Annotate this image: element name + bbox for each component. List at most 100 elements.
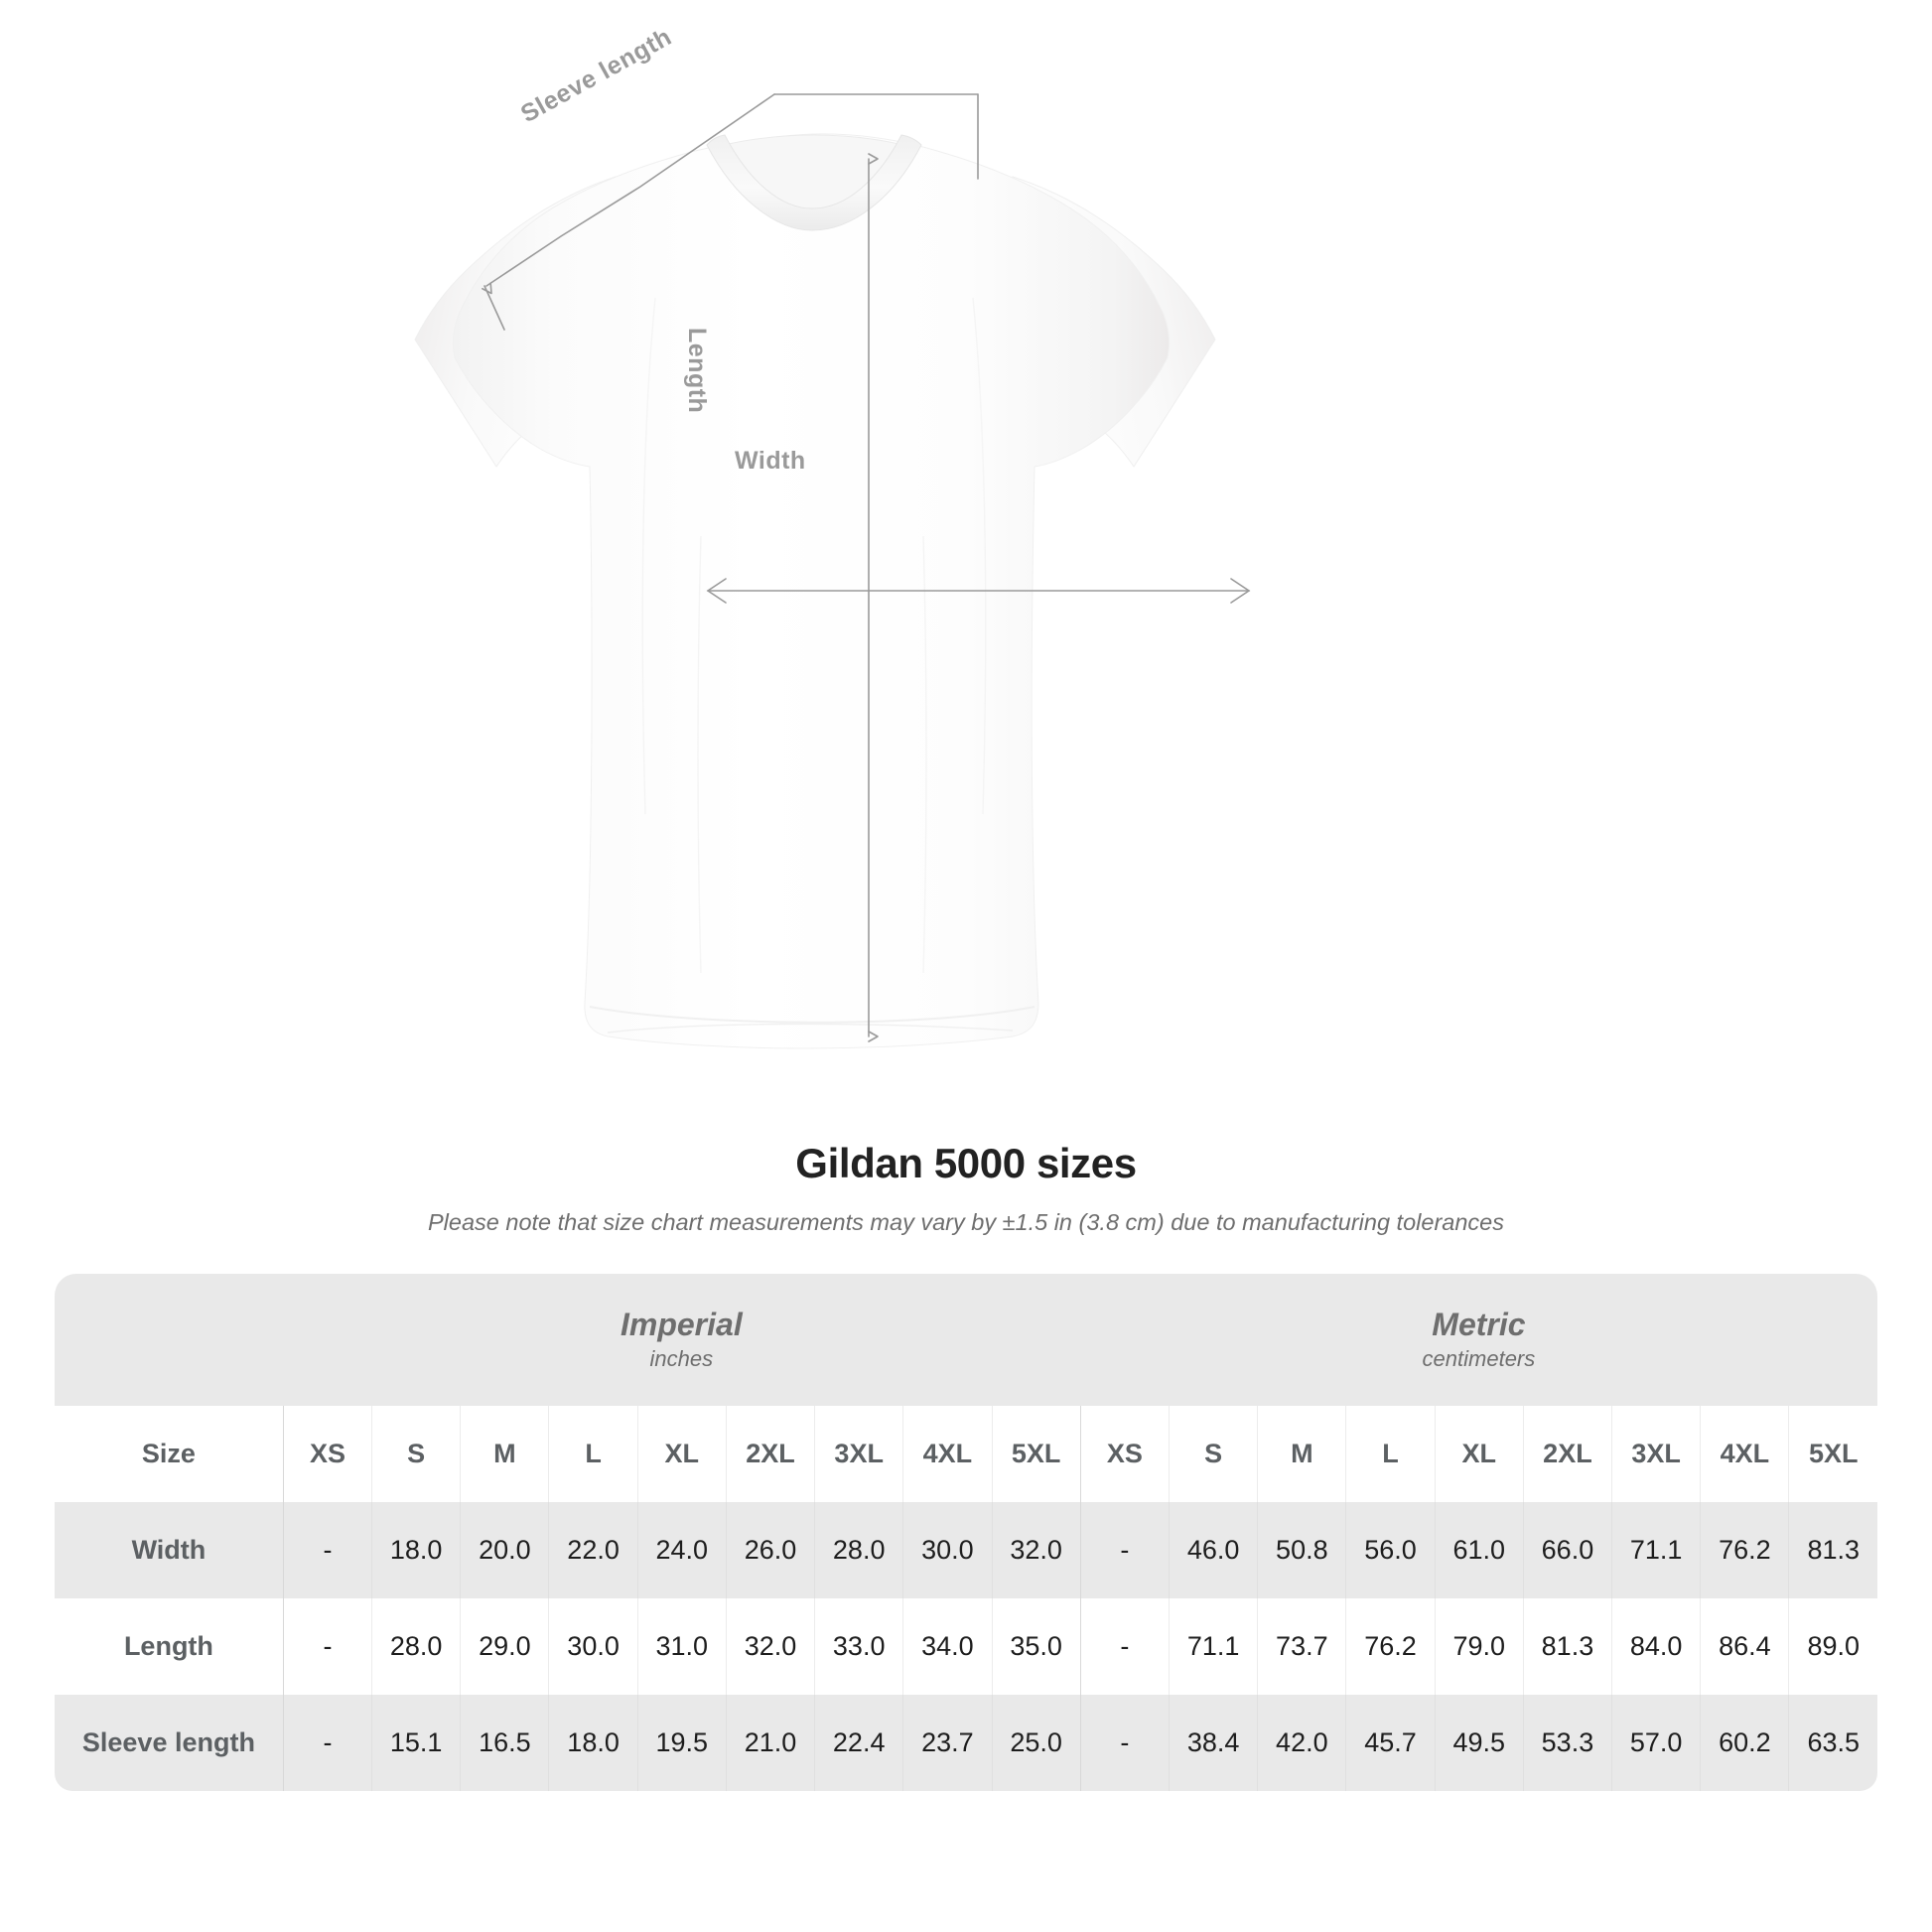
row-label-width: Width bbox=[55, 1502, 283, 1598]
cell-sleeve-imperial-m: 16.5 bbox=[460, 1695, 549, 1791]
cell-length-imperial-xs: - bbox=[282, 1598, 372, 1695]
cell-width-metric-3xl: 71.1 bbox=[1611, 1502, 1701, 1598]
size-header-row: Size XS S M L XL 2XL 3XL 4XL 5XL XS S M … bbox=[55, 1406, 1877, 1502]
cell-sleeve-metric-5xl: 63.5 bbox=[1788, 1695, 1877, 1791]
table-row: Sleeve length - 15.1 16.5 18.0 19.5 21.0… bbox=[55, 1695, 1877, 1791]
table-row: Width - 18.0 20.0 22.0 24.0 26.0 28.0 30… bbox=[55, 1502, 1877, 1598]
cell-sleeve-imperial-xl: 19.5 bbox=[636, 1695, 726, 1791]
row-label-sleeve-length: Sleeve length bbox=[55, 1695, 283, 1791]
cell-sleeve-metric-3xl: 57.0 bbox=[1611, 1695, 1701, 1791]
tshirt-illustration bbox=[414, 93, 1251, 1049]
size-header-metric-xl: XL bbox=[1434, 1406, 1523, 1502]
size-header-metric-2xl: 2XL bbox=[1522, 1406, 1612, 1502]
cell-length-metric-m: 73.7 bbox=[1257, 1598, 1346, 1695]
unit-group-imperial: Imperial inches bbox=[282, 1274, 1080, 1406]
cell-length-metric-5xl: 89.0 bbox=[1788, 1598, 1877, 1695]
size-header-imperial-4xl: 4XL bbox=[902, 1406, 992, 1502]
size-header-metric-4xl: 4XL bbox=[1700, 1406, 1789, 1502]
size-header-imperial-3xl: 3XL bbox=[814, 1406, 903, 1502]
cell-sleeve-metric-xl: 49.5 bbox=[1434, 1695, 1523, 1791]
size-header-imperial-l: L bbox=[548, 1406, 637, 1502]
size-header-imperial-m: M bbox=[460, 1406, 549, 1502]
cell-sleeve-imperial-5xl: 25.0 bbox=[991, 1695, 1080, 1791]
cell-width-imperial-5xl: 32.0 bbox=[991, 1502, 1080, 1598]
cell-sleeve-metric-l: 45.7 bbox=[1345, 1695, 1435, 1791]
length-label: Length bbox=[683, 328, 711, 414]
cell-width-metric-5xl: 81.3 bbox=[1788, 1502, 1877, 1598]
page-subtitle: Please note that size chart measurements… bbox=[428, 1209, 1504, 1235]
unit-group-metric-name: Metric bbox=[1432, 1306, 1526, 1342]
cell-width-imperial-2xl: 26.0 bbox=[725, 1502, 815, 1598]
cell-length-metric-2xl: 81.3 bbox=[1522, 1598, 1612, 1695]
table-row: Length - 28.0 29.0 30.0 31.0 32.0 33.0 3… bbox=[55, 1598, 1877, 1695]
size-header-metric-5xl: 5XL bbox=[1788, 1406, 1877, 1502]
size-header-imperial-5xl: 5XL bbox=[991, 1406, 1080, 1502]
cell-length-imperial-xl: 31.0 bbox=[636, 1598, 726, 1695]
size-header-metric-xs: XS bbox=[1079, 1406, 1170, 1502]
size-header-label: Size bbox=[55, 1406, 283, 1502]
cell-sleeve-imperial-2xl: 21.0 bbox=[725, 1695, 815, 1791]
cell-length-imperial-l: 30.0 bbox=[548, 1598, 637, 1695]
unit-group-metric-sub: centimeters bbox=[1422, 1346, 1536, 1372]
cell-sleeve-imperial-s: 15.1 bbox=[371, 1695, 461, 1791]
cell-sleeve-imperial-xs: - bbox=[282, 1695, 372, 1791]
cell-length-metric-l: 76.2 bbox=[1345, 1598, 1435, 1695]
cell-sleeve-metric-m: 42.0 bbox=[1257, 1695, 1346, 1791]
cell-width-imperial-xl: 24.0 bbox=[636, 1502, 726, 1598]
cell-sleeve-imperial-4xl: 23.7 bbox=[902, 1695, 992, 1791]
cell-width-imperial-4xl: 30.0 bbox=[902, 1502, 992, 1598]
cell-length-imperial-2xl: 32.0 bbox=[725, 1598, 815, 1695]
size-header-metric-m: M bbox=[1257, 1406, 1346, 1502]
cell-width-metric-xl: 61.0 bbox=[1434, 1502, 1523, 1598]
cell-width-metric-s: 46.0 bbox=[1169, 1502, 1258, 1598]
size-header-imperial-2xl: 2XL bbox=[725, 1406, 815, 1502]
size-header-metric-s: S bbox=[1169, 1406, 1258, 1502]
cell-width-metric-xs: - bbox=[1079, 1502, 1170, 1598]
page-title: Gildan 5000 sizes bbox=[795, 1140, 1137, 1186]
cell-sleeve-metric-s: 38.4 bbox=[1169, 1695, 1258, 1791]
cell-width-imperial-s: 18.0 bbox=[371, 1502, 461, 1598]
size-header-imperial-xl: XL bbox=[636, 1406, 726, 1502]
unit-group-imperial-name: Imperial bbox=[620, 1306, 743, 1342]
heading-block: Gildan 5000 sizes Please note that size … bbox=[0, 1140, 1932, 1236]
banner-spacer bbox=[55, 1274, 283, 1406]
size-header-metric-l: L bbox=[1345, 1406, 1435, 1502]
size-table-wrapper: Imperial inches Metric centimeters Size … bbox=[55, 1274, 1877, 1791]
cell-width-metric-2xl: 66.0 bbox=[1522, 1502, 1612, 1598]
cell-width-imperial-xs: - bbox=[282, 1502, 372, 1598]
cell-width-metric-l: 56.0 bbox=[1345, 1502, 1435, 1598]
tshirt-diagram: Sleeve length Length Width bbox=[414, 23, 1251, 1049]
cell-length-imperial-5xl: 35.0 bbox=[991, 1598, 1080, 1695]
cell-width-metric-m: 50.8 bbox=[1257, 1502, 1346, 1598]
cell-length-imperial-4xl: 34.0 bbox=[902, 1598, 992, 1695]
width-dimension bbox=[706, 578, 1251, 604]
cell-width-imperial-l: 22.0 bbox=[548, 1502, 637, 1598]
cell-width-metric-4xl: 76.2 bbox=[1700, 1502, 1789, 1598]
cell-length-metric-s: 71.1 bbox=[1169, 1598, 1258, 1695]
cell-length-imperial-s: 28.0 bbox=[371, 1598, 461, 1695]
cell-sleeve-metric-2xl: 53.3 bbox=[1522, 1695, 1612, 1791]
cell-length-imperial-m: 29.0 bbox=[460, 1598, 549, 1695]
cell-length-imperial-3xl: 33.0 bbox=[814, 1598, 903, 1695]
size-header-imperial-s: S bbox=[371, 1406, 461, 1502]
width-label: Width bbox=[735, 447, 806, 475]
unit-group-imperial-sub: inches bbox=[649, 1346, 714, 1372]
cell-length-metric-3xl: 84.0 bbox=[1611, 1598, 1701, 1695]
cell-sleeve-imperial-l: 18.0 bbox=[548, 1695, 637, 1791]
unit-group-metric: Metric centimeters bbox=[1079, 1274, 1877, 1406]
cell-sleeve-metric-4xl: 60.2 bbox=[1700, 1695, 1789, 1791]
sleeve-length-dimension bbox=[482, 93, 979, 331]
cell-width-imperial-m: 20.0 bbox=[460, 1502, 549, 1598]
unit-banner-row: Imperial inches Metric centimeters bbox=[55, 1274, 1877, 1406]
cell-length-metric-4xl: 86.4 bbox=[1700, 1598, 1789, 1695]
size-header-metric-3xl: 3XL bbox=[1611, 1406, 1701, 1502]
size-header-imperial-xs: XS bbox=[282, 1406, 372, 1502]
cell-length-metric-xs: - bbox=[1079, 1598, 1170, 1695]
cell-sleeve-imperial-3xl: 22.4 bbox=[814, 1695, 903, 1791]
cell-sleeve-metric-xs: - bbox=[1079, 1695, 1170, 1791]
cell-width-imperial-3xl: 28.0 bbox=[814, 1502, 903, 1598]
cell-length-metric-xl: 79.0 bbox=[1434, 1598, 1523, 1695]
row-label-length: Length bbox=[55, 1598, 283, 1695]
size-table: Imperial inches Metric centimeters Size … bbox=[55, 1274, 1877, 1791]
